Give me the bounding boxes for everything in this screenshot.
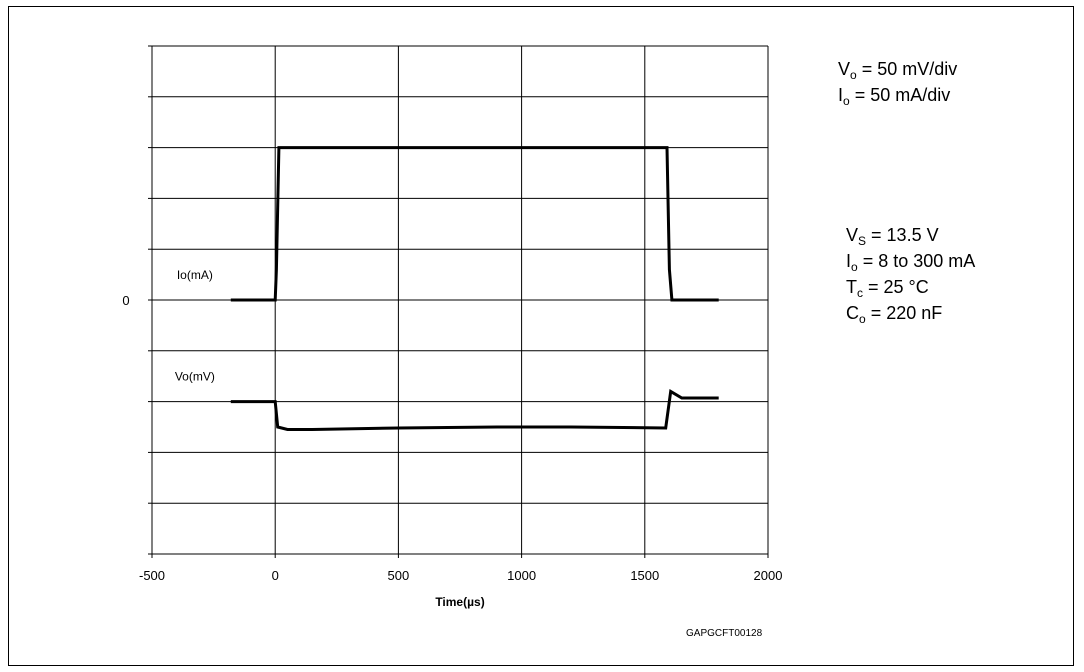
condition-line-0: VS = 13.5 V <box>846 225 939 248</box>
x-tick-label: 0 <box>272 568 279 583</box>
series-line-0 <box>230 146 719 302</box>
x-tick-label: 1000 <box>507 568 536 583</box>
series-line-1 <box>230 388 719 431</box>
series-label-0: Io(mA) <box>177 268 213 282</box>
condition-line-1: Io = 8 to 300 mA <box>846 251 976 274</box>
x-tick-label: 2000 <box>754 568 783 583</box>
x-tick-label: -500 <box>139 568 165 583</box>
scale-annotation: Vo = 50 mV/div Io = 50 mA/div <box>838 56 957 108</box>
scale-line-0: Vo = 50 mV/div <box>838 59 958 82</box>
conditions-annotation: VS = 13.5 V Io = 8 to 300 mA Tc = 25 °C … <box>846 222 975 326</box>
condition-line-3: Co = 220 nF <box>846 303 943 326</box>
x-tick-label: 1500 <box>630 568 659 583</box>
x-axis-label: Time(µs) <box>435 595 484 609</box>
scale-line-1: Io = 50 mA/div <box>838 85 951 108</box>
y-tick-label: 0 <box>122 293 129 308</box>
x-tick-label: 500 <box>388 568 410 583</box>
series-label-1: Vo(mV) <box>175 370 215 384</box>
figure-code: GAPGCFT00128 <box>686 628 763 639</box>
condition-line-2: Tc = 25 °C <box>846 277 929 300</box>
figure-frame <box>8 6 1074 666</box>
